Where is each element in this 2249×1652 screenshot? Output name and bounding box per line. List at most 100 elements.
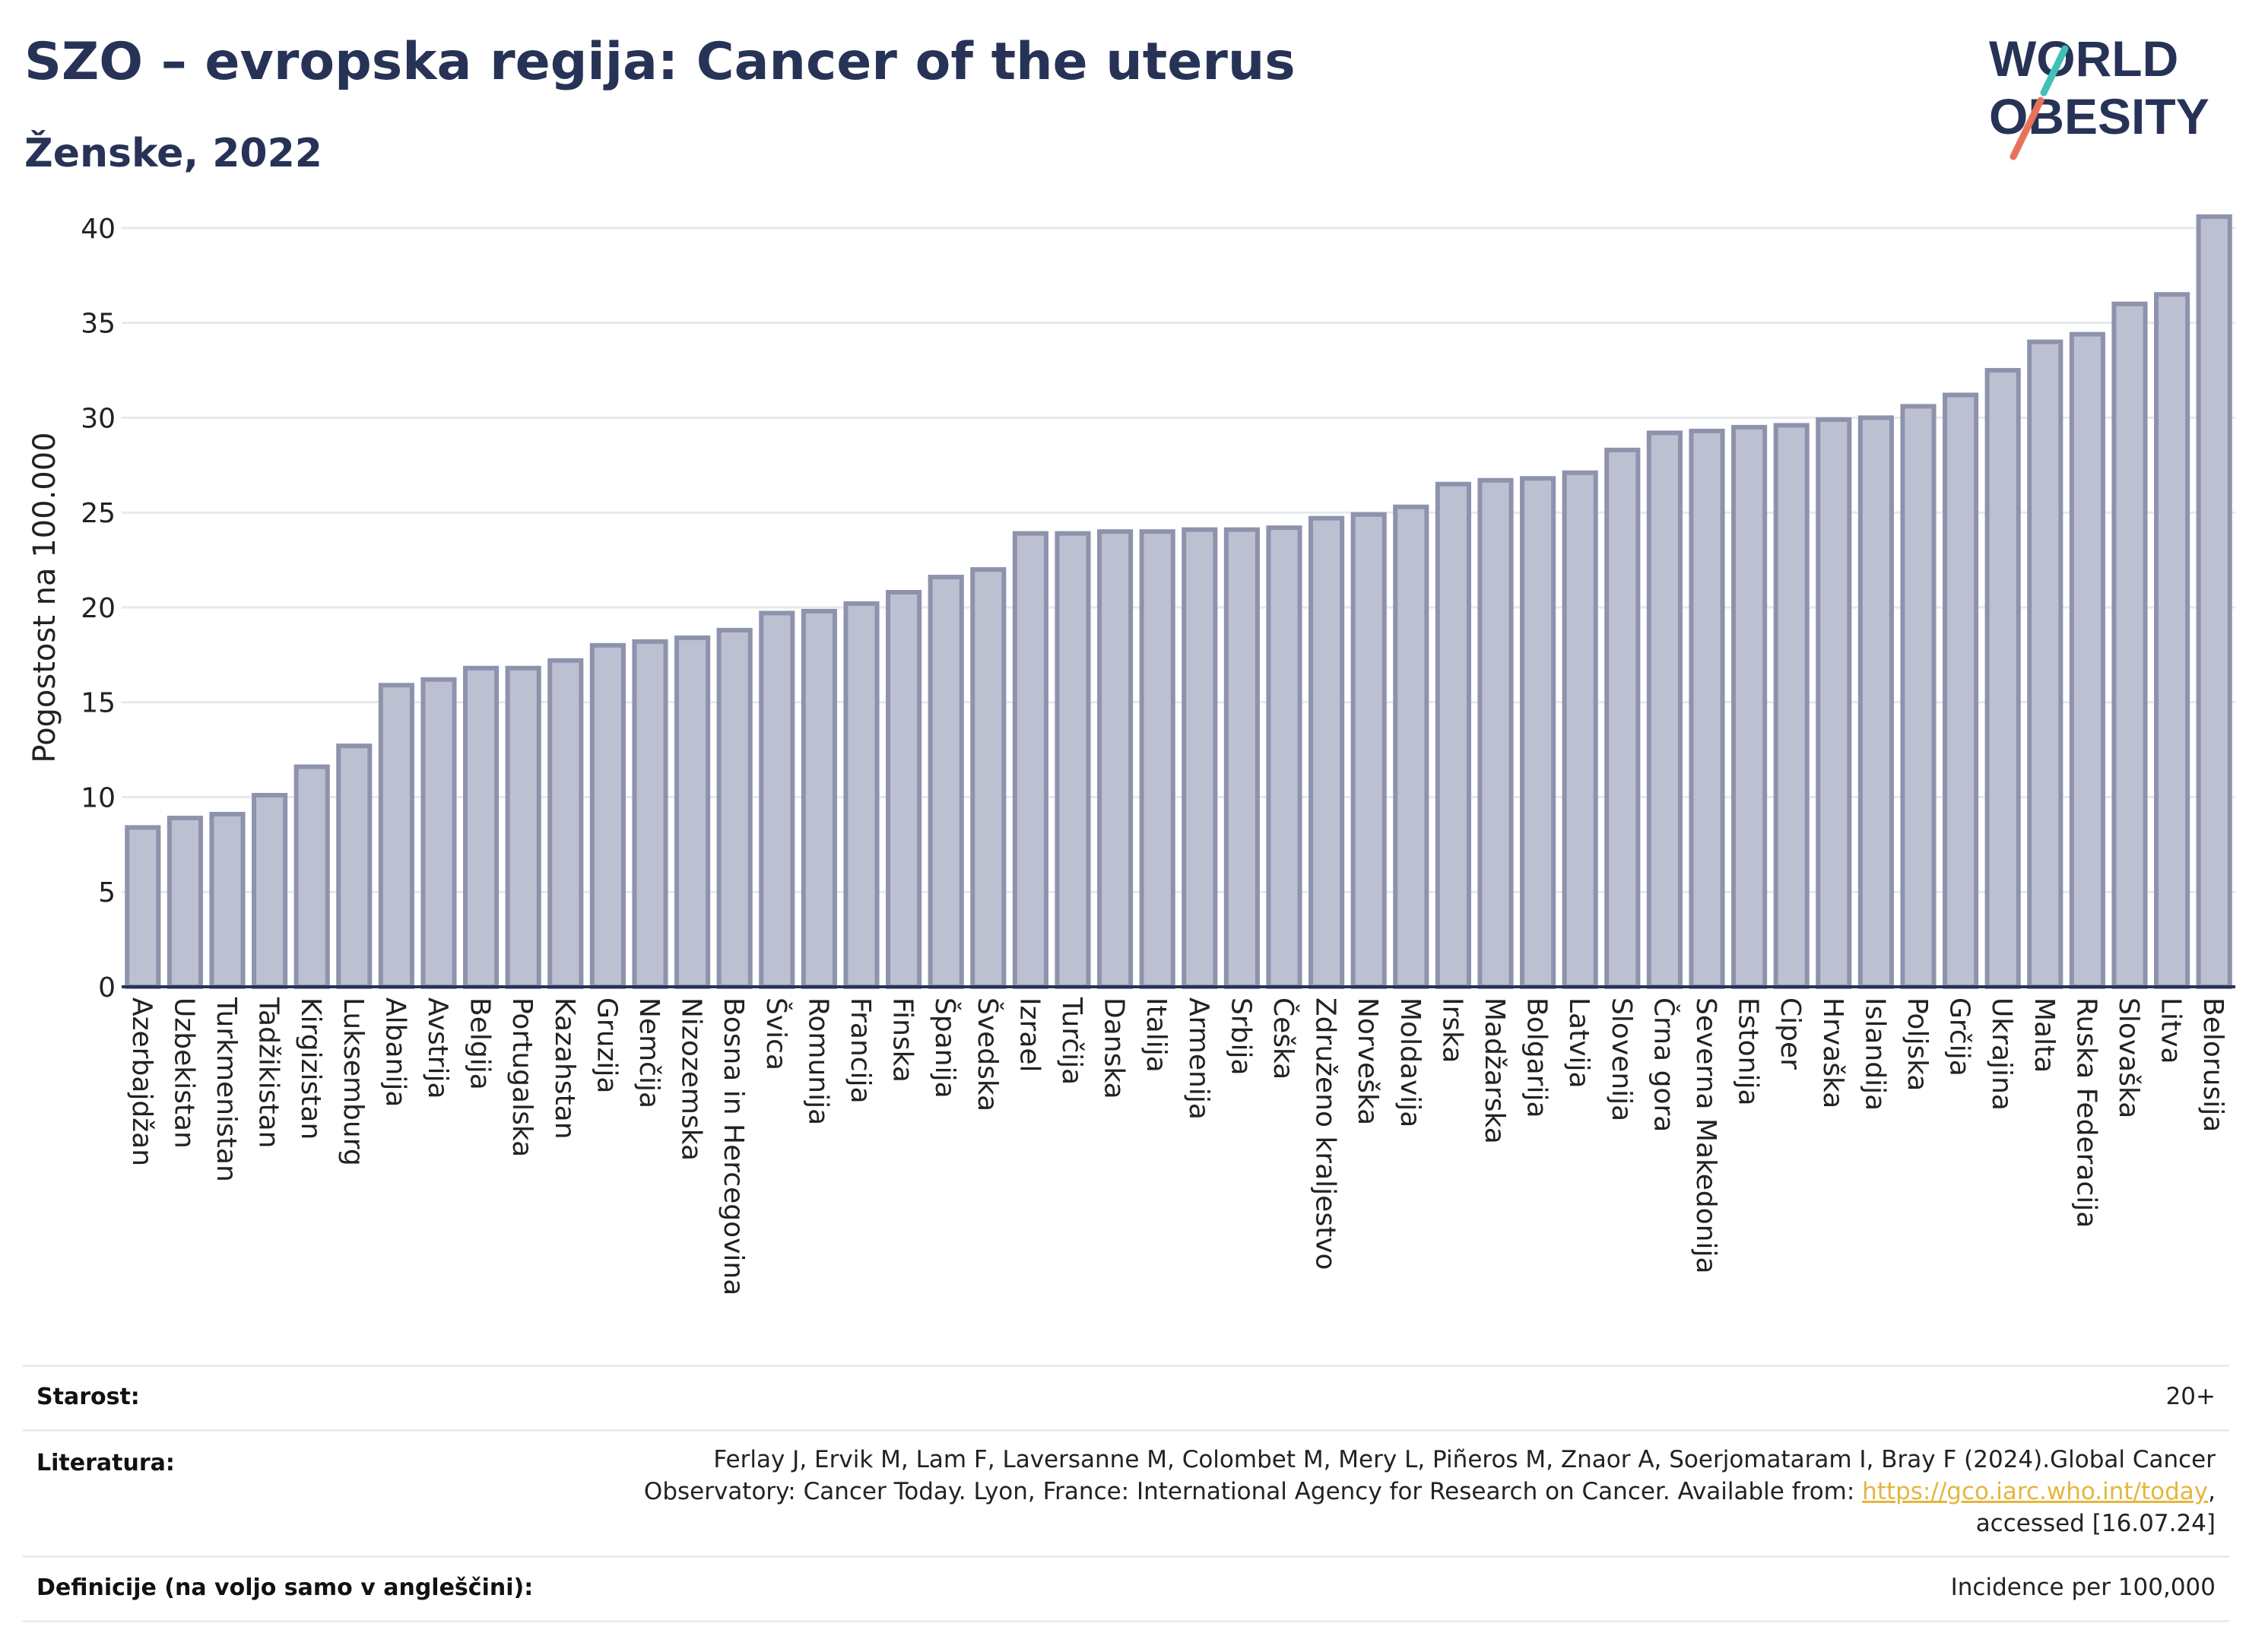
y-axis-title: Pogostost na 100.000: [27, 432, 62, 763]
bar: [1816, 417, 1852, 989]
x-tick-label: Bosna in Hercegovina: [718, 997, 749, 1295]
x-tick-label: Islandija: [1859, 997, 1890, 1111]
page-subtitle: Ženske, 2022: [24, 131, 322, 176]
bar: [1055, 531, 1091, 989]
x-tick-label: Ruska Federacija: [2070, 997, 2101, 1228]
y-tick-label: 20: [81, 593, 116, 624]
x-tick-label: Črna gora: [1648, 997, 1680, 1132]
x-tick-label: Združeno kraljestvo: [1310, 997, 1341, 1270]
literature-link[interactable]: https://gco.iarc.who.int/today: [1862, 1478, 2209, 1505]
bar: [1012, 531, 1048, 989]
x-tick-label: Srbija: [1225, 997, 1256, 1076]
bar: [1731, 424, 1768, 989]
bar: [336, 744, 373, 989]
bar: [2027, 339, 2063, 990]
logo-line-1: WORLD: [1989, 30, 2178, 87]
x-tick-label: Estonija: [1733, 997, 1764, 1106]
x-tick-label: Kirgizistan: [295, 997, 326, 1140]
x-tick-label: Portugalska: [506, 997, 538, 1157]
literature-accessed: , accessed [16.07.24]: [1975, 1478, 2216, 1537]
meta-row-age: Starost: 20+: [23, 1365, 2229, 1429]
bar: [1435, 481, 1471, 989]
meta-divider: [23, 1365, 2229, 1367]
y-tick-label: 10: [81, 782, 116, 813]
x-tick-label: Bolgarija: [1521, 997, 1553, 1118]
bar: [1646, 430, 1683, 989]
y-tick-label: 25: [81, 498, 116, 529]
x-tick-label: Turkmenistan: [211, 997, 242, 1182]
bar: [293, 764, 330, 989]
bar: [1900, 404, 1937, 989]
bar: [252, 792, 288, 989]
bar: [2069, 331, 2105, 989]
x-tick-label: Belorusija: [2197, 997, 2228, 1132]
logo-slash-red: [2010, 97, 2044, 160]
y-tick-label: 15: [81, 688, 116, 719]
x-tick-label: Luksemburg: [338, 997, 369, 1166]
bar: [1393, 504, 1429, 989]
bar: [209, 811, 246, 990]
literature-label: Literatura:: [36, 1450, 175, 1476]
meta-row-literature: Literatura: Ferlay J, Ervik M, Lam F, La…: [23, 1430, 2229, 1555]
bar: [1308, 515, 1345, 989]
x-tick-label: Francija: [845, 997, 876, 1104]
bar: [886, 589, 922, 989]
x-tick-label: Tadžikistan: [253, 997, 284, 1148]
bar: [1857, 415, 1894, 989]
x-tick-label: Nemčija: [633, 997, 665, 1108]
x-tick-label: Danska: [1099, 997, 1130, 1099]
x-tick-label: Turčija: [1056, 997, 1087, 1085]
x-tick-label: Madžarska: [1479, 997, 1510, 1144]
x-tick-label: Hrvaška: [1817, 997, 1848, 1108]
bar: [1182, 527, 1218, 989]
x-tick-label: Grčija: [1944, 997, 1975, 1076]
bar: [547, 658, 584, 989]
x-tick-label: Ciper: [1775, 997, 1806, 1070]
bar: [632, 639, 668, 989]
x-tick-label: Kazahstan: [549, 997, 580, 1140]
x-tick-label: Švedska: [972, 997, 1004, 1111]
x-tick-label: Severna Makedonija: [1690, 997, 1721, 1274]
x-tick-label: Romunija: [802, 997, 833, 1125]
x-tick-label: Gruzija: [591, 997, 622, 1093]
bar: [1139, 529, 1175, 989]
bar: [589, 642, 626, 989]
x-tick-label: Slovenija: [1606, 997, 1637, 1121]
x-tick-label: Ukrajina: [1986, 997, 2017, 1111]
bar: [843, 601, 880, 989]
bar: [1520, 476, 1556, 989]
x-tick-label: Armenija: [1183, 997, 1214, 1120]
bar: [1477, 477, 1514, 989]
bar: [716, 627, 753, 990]
bar: [463, 665, 500, 989]
x-tick-label: Latvija: [1563, 997, 1594, 1089]
x-tick-label: Uzbekistan: [168, 997, 199, 1149]
x-tick-label: Češka: [1267, 997, 1299, 1080]
bar: [2111, 301, 2148, 989]
bar: [759, 610, 795, 989]
x-tick-label: Irska: [1436, 997, 1467, 1063]
x-tick-label: Azerbajdžan: [126, 997, 157, 1166]
bar: [1350, 512, 1387, 989]
bar: [1223, 527, 1260, 989]
x-tick-label: Moldavija: [1394, 997, 1426, 1127]
x-tick-label: Poljska: [1902, 997, 1933, 1092]
definitions-value: Incidence per 100,000: [1950, 1574, 2216, 1601]
definitions-label: Definicije (na voljo samo v angleščini):: [36, 1574, 534, 1601]
bar: [167, 815, 203, 990]
bar: [1266, 525, 1302, 989]
x-tick-label: Norveška: [1352, 997, 1383, 1125]
x-tick-label: Nizozemska: [676, 997, 707, 1161]
x-tick-label: Albanija: [379, 997, 411, 1107]
x-tick-label: Belgija: [465, 997, 496, 1090]
x-tick-label: Finska: [887, 997, 918, 1083]
bar: [1773, 423, 1810, 989]
bar: [505, 665, 541, 989]
y-tick-label: 5: [98, 877, 116, 908]
bar: [1943, 392, 1979, 989]
age-value: 20+: [2165, 1383, 2216, 1410]
y-tick-label: 40: [81, 214, 116, 245]
x-tick-label: Avstrija: [422, 997, 453, 1099]
x-tick-label: Litva: [2155, 997, 2187, 1064]
bar: [801, 608, 837, 989]
